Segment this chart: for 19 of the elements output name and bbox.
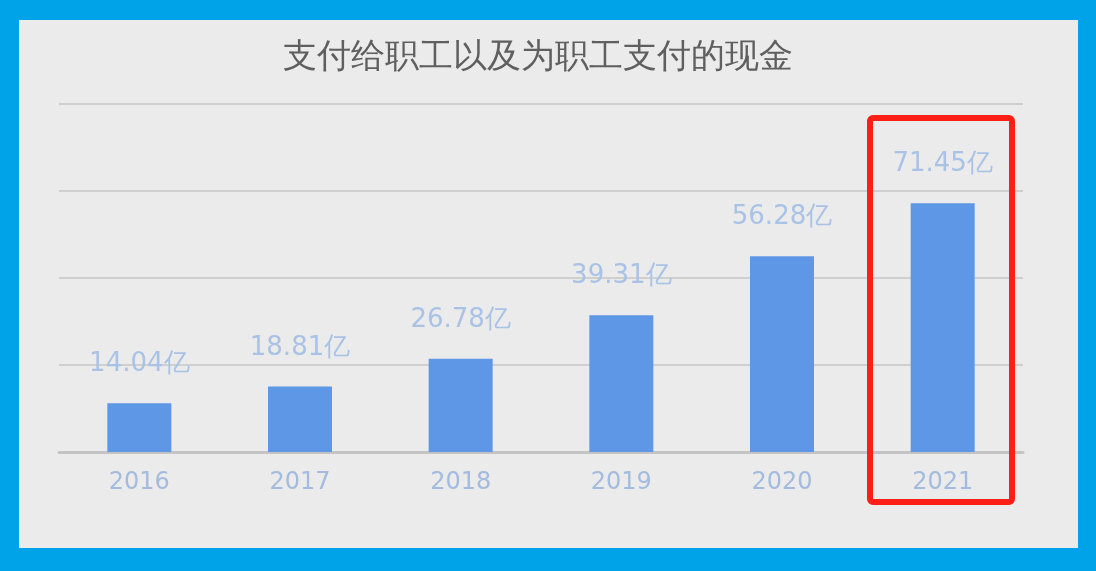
x-tick-label: 2018 (430, 467, 492, 495)
x-tick-label: 2016 (108, 467, 170, 495)
bar (589, 315, 654, 452)
x-tick-label: 2020 (751, 467, 813, 495)
bar (107, 403, 172, 452)
bar (910, 203, 975, 452)
bar (750, 256, 814, 452)
x-tick-label: 2017 (269, 467, 331, 495)
x-tick-label: 2019 (590, 467, 652, 495)
data-label: 18.81亿 (249, 330, 351, 361)
data-label: 71.45亿 (892, 147, 993, 178)
bar (428, 358, 493, 452)
chart-title: 支付给职工以及为职工支付的现金 (283, 35, 793, 75)
data-label: 56.28亿 (731, 200, 833, 231)
data-label: 39.31亿 (571, 259, 672, 290)
data-label: 26.78亿 (410, 302, 511, 333)
x-tick-label: 2021 (912, 467, 974, 495)
data-label: 14.04亿 (89, 347, 190, 378)
bar (268, 386, 332, 452)
